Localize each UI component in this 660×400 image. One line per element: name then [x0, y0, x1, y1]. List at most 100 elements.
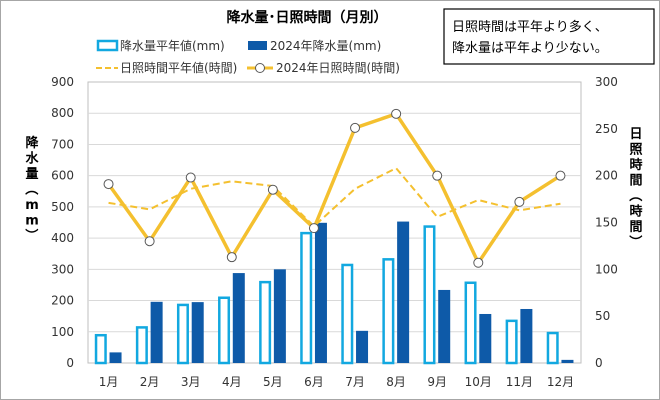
legend: 降水量平年値(mm) 2024年降水量(mm) 日照時間平年値(時間) 2024… — [96, 38, 400, 75]
marker-2024-sunshine — [267, 184, 278, 195]
y-axis-title-char: 降 — [25, 135, 39, 151]
bar-2024-precip — [479, 313, 492, 363]
bar-normal-precip — [464, 281, 477, 365]
bar-2024-precip — [520, 308, 533, 363]
bar-normal-precip — [300, 231, 313, 365]
legend-label-normal-precip: 降水量平年値(mm) — [120, 38, 225, 53]
line-normal-sunshine — [108, 166, 561, 228]
annotation-line-2: 降水量は平年より少ない。 — [452, 41, 608, 56]
marker-2024-sunshine — [103, 179, 114, 190]
y-tick-label: 800 — [51, 106, 74, 120]
marker-2024-sunshine — [432, 170, 443, 181]
legend-label-2024-sunshine: 2024年日照時間(時間) — [276, 61, 400, 75]
bar-normal-precip — [259, 280, 272, 365]
y-tick-label: 100 — [51, 325, 74, 339]
x-tick-label: 1月 — [99, 375, 119, 389]
y-tick-label: 400 — [51, 231, 74, 245]
y2-tick-label: 0 — [595, 356, 603, 370]
bar-series — [94, 221, 574, 365]
y2-axis-title-char: 時 — [629, 157, 642, 173]
legend-item-normal-precip: 降水量平年値(mm) — [96, 38, 225, 53]
y2-tick-label: 250 — [595, 122, 618, 136]
chart-title: 降水量･日照時間（月別） — [227, 9, 388, 26]
legend-label-2024-precip: 2024年降水量(mm) — [270, 39, 381, 53]
bar-2024-precip — [109, 352, 122, 363]
x-tick-label: 10月 — [465, 375, 492, 389]
y-tick-label: 200 — [51, 294, 74, 308]
y2-tick-label: 100 — [595, 262, 618, 276]
y2-tick-label: 300 — [595, 75, 618, 89]
y-tick-label: 900 — [51, 75, 74, 89]
legend-swatch-normal-precip — [96, 39, 119, 52]
y2-axis-title: 日照時間（時間） — [627, 127, 643, 248]
x-tick-label: 11月 — [506, 375, 533, 389]
legend-label-normal-sunshine: 日照時間平年値(時間) — [120, 60, 237, 75]
y-axis-title-char: ） — [23, 228, 39, 241]
x-tick-label: 6月 — [304, 375, 324, 389]
y-tick-label: 600 — [51, 169, 74, 183]
y-axis-title-char: 量 — [25, 167, 38, 182]
y2-axis-title-char: 間 — [629, 220, 642, 235]
x-tick-label: 5月 — [263, 375, 283, 389]
bar-2024-precip — [356, 330, 369, 363]
x-tick-label: 7月 — [345, 375, 365, 389]
legend-item-2024-sunshine: 2024年日照時間(時間) — [247, 61, 400, 75]
marker-2024-sunshine — [555, 170, 566, 181]
annotation-line-1: 日照時間は平年より多く、 — [452, 19, 608, 35]
bar-2024-precip — [397, 221, 410, 363]
bar-2024-precip — [561, 359, 574, 363]
y-tick-label: 700 — [51, 137, 74, 151]
marker-2024-sunshine — [350, 122, 361, 133]
y2-tick-label: 150 — [595, 216, 618, 230]
marker-2024-sunshine — [308, 223, 319, 234]
y2-axis-title-char: ） — [627, 235, 643, 248]
bar-normal-precip — [505, 319, 518, 365]
bar-2024-precip — [314, 222, 327, 363]
y2-axis-title-char: （ — [627, 188, 643, 201]
bar-normal-precip — [218, 296, 231, 365]
y-axis-title-char: 水 — [25, 151, 39, 167]
y2-axis-ticks: 0 50 100 150 200 250 300 — [595, 75, 618, 370]
bar-normal-precip — [94, 333, 107, 365]
legend-swatch-2024-precip — [248, 41, 267, 50]
y-tick-label: 500 — [51, 200, 74, 214]
y-axis-title-char: m — [25, 198, 39, 213]
marker-2024-sunshine — [514, 196, 525, 207]
line-series — [103, 108, 566, 268]
marker-2024-sunshine — [391, 108, 402, 119]
x-tick-label: 8月 — [386, 375, 406, 389]
y-tick-label: 0 — [66, 356, 74, 370]
y2-tick-label: 200 — [595, 169, 618, 183]
annotation-box: 日照時間は平年より多く、 降水量は平年より少ない。 — [443, 8, 655, 65]
y2-axis-title-char: 間 — [629, 174, 642, 189]
x-axis-ticks: 1月 2月 3月 4月 5月 6月 7月 8月 9月 10月 11月 12月 — [99, 375, 574, 389]
y-axis-ticks: 0 100 200 300 400 500 600 700 800 900 — [51, 75, 74, 370]
marker-2024-sunshine — [473, 257, 484, 268]
x-tick-label: 4月 — [222, 375, 242, 389]
x-tick-label: 2月 — [140, 375, 160, 389]
bar-normal-precip — [135, 326, 148, 365]
bar-normal-precip — [382, 258, 395, 365]
line-2024-sunshine — [107, 112, 562, 265]
bar-normal-precip — [546, 331, 559, 365]
annotation-border — [443, 8, 655, 65]
y2-axis-title-char: 時 — [629, 204, 642, 220]
marker-2024-sunshine — [226, 252, 237, 263]
bar-normal-precip — [341, 263, 354, 365]
x-tick-label: 12月 — [547, 375, 574, 389]
bar-2024-precip — [191, 302, 204, 363]
marker-2024-sunshine — [144, 236, 155, 247]
legend-swatch-2024-sunshine-marker — [255, 63, 265, 73]
bar-normal-precip — [423, 225, 436, 365]
y-axis-title: 降水量（mm） — [23, 135, 39, 242]
y-axis-title-char: m — [25, 214, 39, 229]
bar-2024-precip — [273, 269, 286, 363]
y2-axis-title-char: 日 — [629, 127, 642, 142]
x-tick-label: 3月 — [181, 375, 201, 389]
bar-2024-precip — [438, 289, 451, 363]
marker-2024-sunshine — [185, 172, 196, 183]
bar-2024-precip — [150, 301, 163, 363]
legend-item-normal-sunshine: 日照時間平年値(時間) — [96, 60, 237, 75]
